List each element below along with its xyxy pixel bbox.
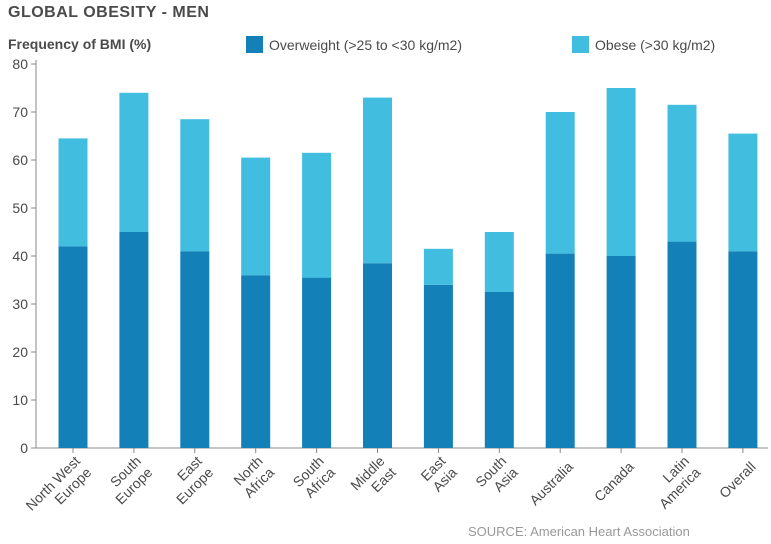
x-tick-label: Overall: [716, 458, 759, 501]
x-tick-label: Australia: [526, 458, 576, 508]
x-tick-label-line: Canada: [591, 458, 637, 504]
bar-overweight: [363, 263, 392, 448]
legend-item-overweight: Overweight (>25 to <30 kg/m2): [246, 36, 462, 53]
x-tick-label: NorthAfrica: [229, 453, 277, 501]
y-tick-label: 20: [12, 344, 28, 360]
y-tick-label: 40: [12, 248, 28, 264]
bar-obese: [241, 157, 271, 276]
bar-obese: [58, 138, 88, 247]
x-tick-label-line: Australia: [526, 458, 576, 508]
x-tick-label: Canada: [591, 458, 637, 504]
x-tick-label: SouthEurope: [101, 453, 156, 508]
y-tick-label: 10: [12, 392, 28, 408]
bar-overweight: [119, 232, 149, 448]
bar-obese: [667, 104, 697, 242]
bar-overweight: [58, 246, 88, 448]
bar-overweight: [545, 253, 575, 448]
bar-obese: [363, 97, 392, 264]
bar-overweight: [423, 284, 453, 448]
x-tick-label: SouthAfrica: [290, 453, 339, 502]
bar-overweight: [728, 251, 758, 448]
bar-overweight: [606, 256, 636, 448]
x-tick-label: EastAsia: [417, 453, 460, 496]
x-tick-label: SouthAsia: [472, 453, 521, 502]
bar-overweight: [180, 251, 210, 448]
legend-swatch-overweight: [246, 36, 263, 53]
x-tick-label: EastEurope: [162, 453, 217, 508]
legend-swatch-obese: [572, 36, 589, 53]
bar-obese: [606, 88, 636, 256]
legend-label-overweight: Overweight (>25 to <30 kg/m2): [269, 36, 462, 53]
y-tick-label: 80: [12, 56, 28, 72]
bar-obese: [119, 92, 149, 232]
x-tick-label: LatinAmerica: [644, 453, 703, 512]
bar-obese: [484, 232, 514, 292]
legend-item-obese: Obese (>30 kg/m2): [572, 36, 715, 53]
bar-overweight: [241, 275, 271, 448]
source-note: SOURCE: American Heart Association: [468, 524, 690, 539]
bar-obese: [545, 112, 575, 254]
x-tick-label-line: Overall: [716, 458, 759, 501]
bar-obese: [180, 119, 210, 252]
bar-obese: [423, 248, 453, 285]
bar-overweight: [667, 241, 697, 448]
y-tick-label: 70: [12, 104, 28, 120]
y-tick-label: 50: [12, 200, 28, 216]
y-tick-label: 60: [12, 152, 28, 168]
bar-obese: [728, 133, 758, 252]
bar-overweight: [302, 277, 332, 448]
y-axis-label: Frequency of BMI (%): [8, 36, 152, 52]
legend-label-obese: Obese (>30 kg/m2): [595, 36, 716, 53]
x-tick-label: North WestEurope: [22, 453, 94, 525]
bar-obese: [302, 152, 332, 278]
y-tick-label: 30: [12, 296, 28, 312]
x-tick-label: MiddleEast: [347, 453, 399, 505]
bar-overweight: [484, 292, 514, 448]
y-tick-label: 0: [20, 440, 28, 456]
chart-title: GLOBAL OBESITY - MEN: [8, 4, 210, 21]
